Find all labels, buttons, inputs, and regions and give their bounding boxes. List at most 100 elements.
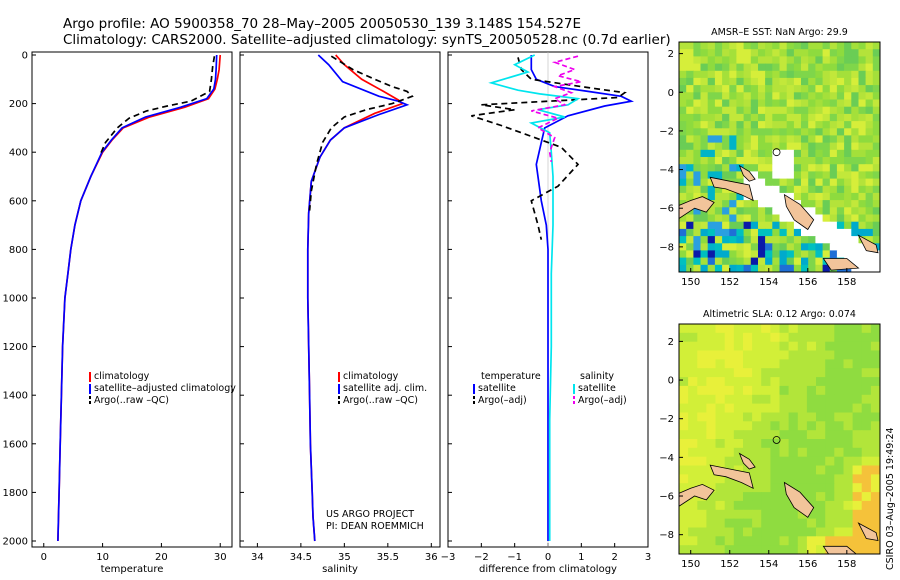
map-cell <box>686 164 694 172</box>
map-cell <box>707 250 716 259</box>
map-cell <box>865 70 874 79</box>
map-cell <box>736 106 745 115</box>
map-cell <box>679 465 689 475</box>
map-y-tick-label: −2 <box>659 126 674 137</box>
map-cell <box>806 545 817 554</box>
map-cell <box>688 341 698 352</box>
map-cell <box>797 394 808 405</box>
map-cell <box>758 149 766 158</box>
map-x-tick-label: 152 <box>720 559 739 570</box>
map-cell <box>806 394 817 405</box>
map-cell <box>801 121 809 129</box>
map-cell <box>815 207 824 216</box>
map-cell <box>750 157 759 165</box>
map-cell <box>858 178 867 187</box>
map-cell <box>779 332 790 343</box>
map-cell <box>765 135 773 144</box>
map-cell <box>722 207 730 216</box>
map-cell <box>852 421 863 431</box>
map-cell <box>679 221 687 230</box>
map-cell <box>829 99 838 108</box>
map-cell <box>844 171 852 180</box>
map-cell <box>872 113 880 122</box>
map-cell <box>679 113 687 122</box>
map-cell <box>825 324 835 334</box>
map-cell <box>706 456 717 467</box>
map-cell <box>772 264 781 272</box>
map-cell <box>822 228 831 237</box>
map-cell <box>758 128 766 137</box>
map-cell <box>822 192 831 201</box>
map-cell <box>806 536 817 546</box>
map-cell <box>786 257 795 266</box>
map-cell <box>729 70 738 79</box>
map-cell <box>743 430 753 440</box>
map-cell <box>733 368 744 378</box>
map-cell <box>736 56 745 65</box>
map-cell <box>686 142 694 151</box>
map-cell <box>815 157 824 165</box>
map-cell <box>714 56 723 65</box>
x-tick-label: 35 <box>338 552 351 563</box>
map-cell <box>688 509 698 520</box>
map-cell <box>779 135 788 144</box>
map-cell <box>872 149 880 158</box>
map-cell <box>765 214 773 223</box>
map-cell <box>772 236 781 244</box>
map-cell <box>752 430 762 440</box>
map-cell <box>736 178 745 187</box>
map-cell <box>693 99 702 108</box>
map-cell <box>765 99 773 108</box>
map-cell <box>822 135 831 144</box>
map-cell <box>844 128 852 137</box>
map-cell <box>715 518 726 528</box>
map-cell <box>822 92 831 101</box>
map-cell <box>750 135 759 144</box>
map-cell <box>808 257 816 266</box>
map-cell <box>797 545 808 554</box>
map-cell <box>836 228 845 237</box>
map-cell <box>679 236 687 244</box>
map-cell <box>797 403 808 413</box>
map-cell <box>743 221 752 230</box>
map-cell <box>822 128 831 137</box>
map-cell <box>843 412 854 422</box>
map-cell <box>815 257 824 266</box>
map-cell <box>743 257 752 266</box>
map-cell <box>736 192 745 201</box>
map-cell <box>765 164 773 172</box>
map-cell <box>743 214 752 223</box>
map-cell <box>806 430 817 440</box>
map-cell <box>706 518 717 528</box>
map-cell <box>736 149 745 158</box>
map-cell <box>729 164 738 172</box>
map-cell <box>707 56 716 65</box>
map-cell <box>865 77 874 86</box>
map-cell <box>700 164 709 172</box>
map-cell <box>714 257 723 266</box>
x-tick-label: 35.5 <box>377 552 399 563</box>
map-cell <box>834 350 844 360</box>
x-axis-label: salinity <box>322 564 358 575</box>
map-cell <box>679 518 689 528</box>
map-cell <box>872 63 880 72</box>
map-cell <box>825 456 835 467</box>
map-cell <box>715 412 726 422</box>
map-cell <box>788 456 799 467</box>
map-cell <box>752 500 762 511</box>
map-cell <box>822 171 831 180</box>
map-cell <box>844 106 852 115</box>
map-cell <box>700 236 709 244</box>
map-cell <box>679 257 687 266</box>
map-cell <box>843 500 854 511</box>
map-cell <box>870 456 880 467</box>
map-cell <box>765 92 773 101</box>
map-cell <box>806 350 817 360</box>
map-cell <box>852 350 863 360</box>
legend-label: climatology <box>343 371 399 382</box>
map-cell <box>736 214 745 223</box>
map-cell <box>772 221 781 230</box>
